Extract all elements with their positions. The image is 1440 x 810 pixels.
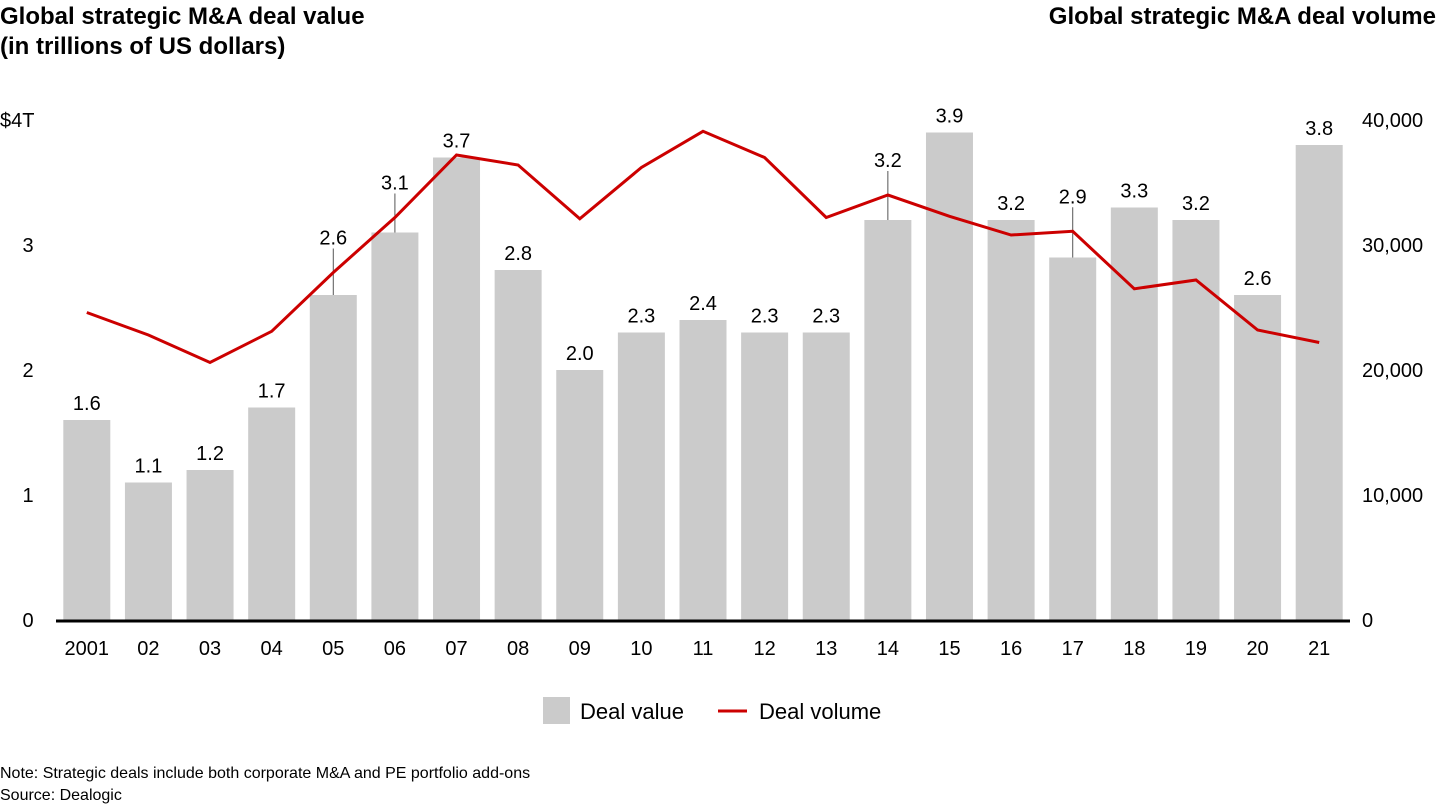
x-tick-label: 20 [1246,638,1268,660]
bar-value-label: 2.4 [689,293,717,315]
left-axis-tick-label: 1 [22,485,33,507]
bar-deal-value [925,132,973,620]
x-tick-label: 19 [1185,638,1207,660]
legend-swatch-deal-value [543,697,570,724]
bar-value-label: 3.1 [381,173,409,195]
footnote: Note: Strategic deals include both corpo… [0,765,531,782]
x-tick-label: 16 [1000,638,1022,660]
bar-value-label: 3.3 [1120,181,1148,203]
x-tick-label: 10 [630,638,652,660]
title-left-line2: (in trillions of US dollars) [0,33,286,60]
bar-deal-value [1049,257,1097,620]
left-axis-tick-label: 2 [22,360,33,382]
bar-deal-value [124,482,172,620]
right-axis-tick-label: 40,000 [1362,110,1423,132]
title-left-line1: Global strategic M&A deal value [0,3,365,30]
bar-deal-value [309,295,357,620]
bar-deal-value [371,232,419,620]
x-tick-label: 12 [753,638,775,660]
bar-deal-value [802,332,850,620]
bar-value-label: 3.2 [997,193,1025,215]
bar-value-label: 2.6 [1244,268,1272,290]
bar-value-label: 3.9 [936,106,964,128]
x-tick-label: 14 [877,638,899,660]
bar-deal-value [494,270,542,620]
x-tick-label: 05 [322,638,344,660]
bar-deal-value [1234,295,1282,620]
chart-title-right: Global strategic M&A deal volume [1048,3,1436,30]
bar-deal-value [1172,220,1220,620]
right-axis-tick-label: 0 [1362,610,1373,632]
bar-value-label: 2.8 [504,243,532,265]
bar-value-label: 1.2 [196,443,224,465]
bar-deal-value [63,420,111,620]
x-tick-label: 11 [693,638,714,660]
bar-deal-value [556,370,604,620]
bar-value-label: 1.1 [135,456,163,478]
bar-value-label: 3.8 [1305,118,1333,140]
bar-deal-value [617,332,665,620]
bar-value-label: 3.2 [874,150,902,172]
x-tick-label: 21 [1308,638,1330,660]
bar-value-label: 2.6 [319,228,347,250]
x-tick-label: 17 [1062,638,1084,660]
bar-deal-value [741,332,789,620]
x-tick-label: 18 [1123,638,1145,660]
bar-deal-value [987,220,1035,620]
right-axis-tick-label: 30,000 [1362,235,1423,257]
x-tick-label: 13 [815,638,837,660]
bar-deal-value [1110,207,1158,620]
x-tick-label: 04 [261,638,283,660]
left-axis-tick-label: 3 [22,235,33,257]
legend-label-deal-value: Deal value [580,699,684,724]
right-axis-tick-label: 10,000 [1362,485,1423,507]
x-tick-label: 08 [507,638,529,660]
bar-value-label: 2.3 [751,306,779,328]
chart-title-left: Global strategic M&A deal value (in tril… [0,2,365,62]
bar-value-label: 1.6 [73,393,101,415]
left-axis-tick-label: 0 [22,610,33,632]
x-tick-label: 15 [938,638,960,660]
bar-value-label: 2.0 [566,343,594,365]
bar-deal-value [248,407,296,620]
bar-deal-value [864,220,912,620]
bar-value-label: 2.9 [1059,186,1087,208]
x-tick-label: 07 [445,638,467,660]
x-tick-label: 06 [384,638,406,660]
bar-deal-value [679,320,727,620]
line-deal-volume [86,129,1320,365]
bar-deal-value [186,470,234,620]
x-tick-label: 09 [569,638,591,660]
bar-deal-value [1295,145,1343,620]
bar-value-label: 2.3 [627,306,655,328]
bar-value-label: 1.7 [258,381,286,403]
x-tick-label: 03 [199,638,221,660]
x-tick-label: 02 [137,638,159,660]
source-note: Source: Dealogic [0,787,122,804]
bar-value-label: 3.2 [1182,193,1210,215]
bar-value-label: 2.3 [812,306,840,328]
bar-value-label: 3.7 [443,131,471,153]
bar-deal-value [433,157,481,620]
x-tick-label: 2001 [65,638,110,660]
left-axis-tick-label: $4T [0,110,34,132]
legend-label-deal-volume: Deal volume [759,699,881,724]
right-axis-tick-label: 20,000 [1362,360,1423,382]
